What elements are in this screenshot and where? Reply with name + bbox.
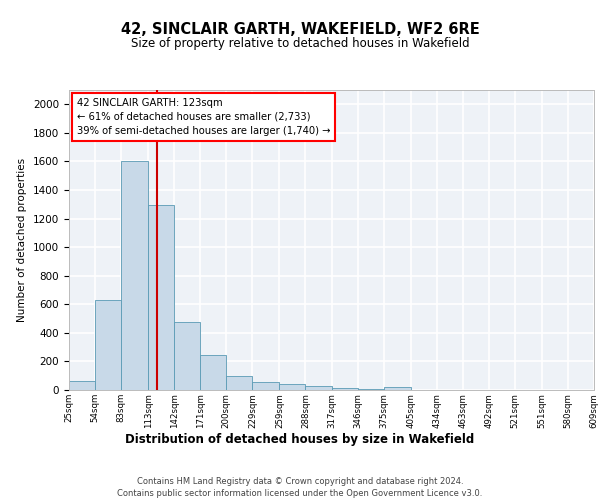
Bar bbox=[331, 388, 358, 390]
Text: Distribution of detached houses by size in Wakefield: Distribution of detached houses by size … bbox=[125, 432, 475, 446]
Bar bbox=[383, 387, 410, 390]
Y-axis label: Number of detached properties: Number of detached properties bbox=[17, 158, 28, 322]
Bar bbox=[148, 205, 174, 390]
Bar bbox=[226, 376, 253, 390]
Bar bbox=[305, 386, 331, 390]
Text: Contains HM Land Registry data © Crown copyright and database right 2024.
Contai: Contains HM Land Registry data © Crown c… bbox=[118, 476, 482, 498]
Bar bbox=[280, 384, 305, 390]
Bar bbox=[121, 162, 148, 390]
Bar bbox=[358, 388, 383, 390]
Bar bbox=[69, 382, 95, 390]
Text: Size of property relative to detached houses in Wakefield: Size of property relative to detached ho… bbox=[131, 38, 469, 51]
Bar bbox=[200, 355, 226, 390]
Bar bbox=[95, 300, 121, 390]
Text: 42 SINCLAIR GARTH: 123sqm
← 61% of detached houses are smaller (2,733)
39% of se: 42 SINCLAIR GARTH: 123sqm ← 61% of detac… bbox=[77, 98, 331, 136]
Bar bbox=[174, 322, 200, 390]
Bar bbox=[253, 382, 280, 390]
Text: 42, SINCLAIR GARTH, WAKEFIELD, WF2 6RE: 42, SINCLAIR GARTH, WAKEFIELD, WF2 6RE bbox=[121, 22, 479, 38]
